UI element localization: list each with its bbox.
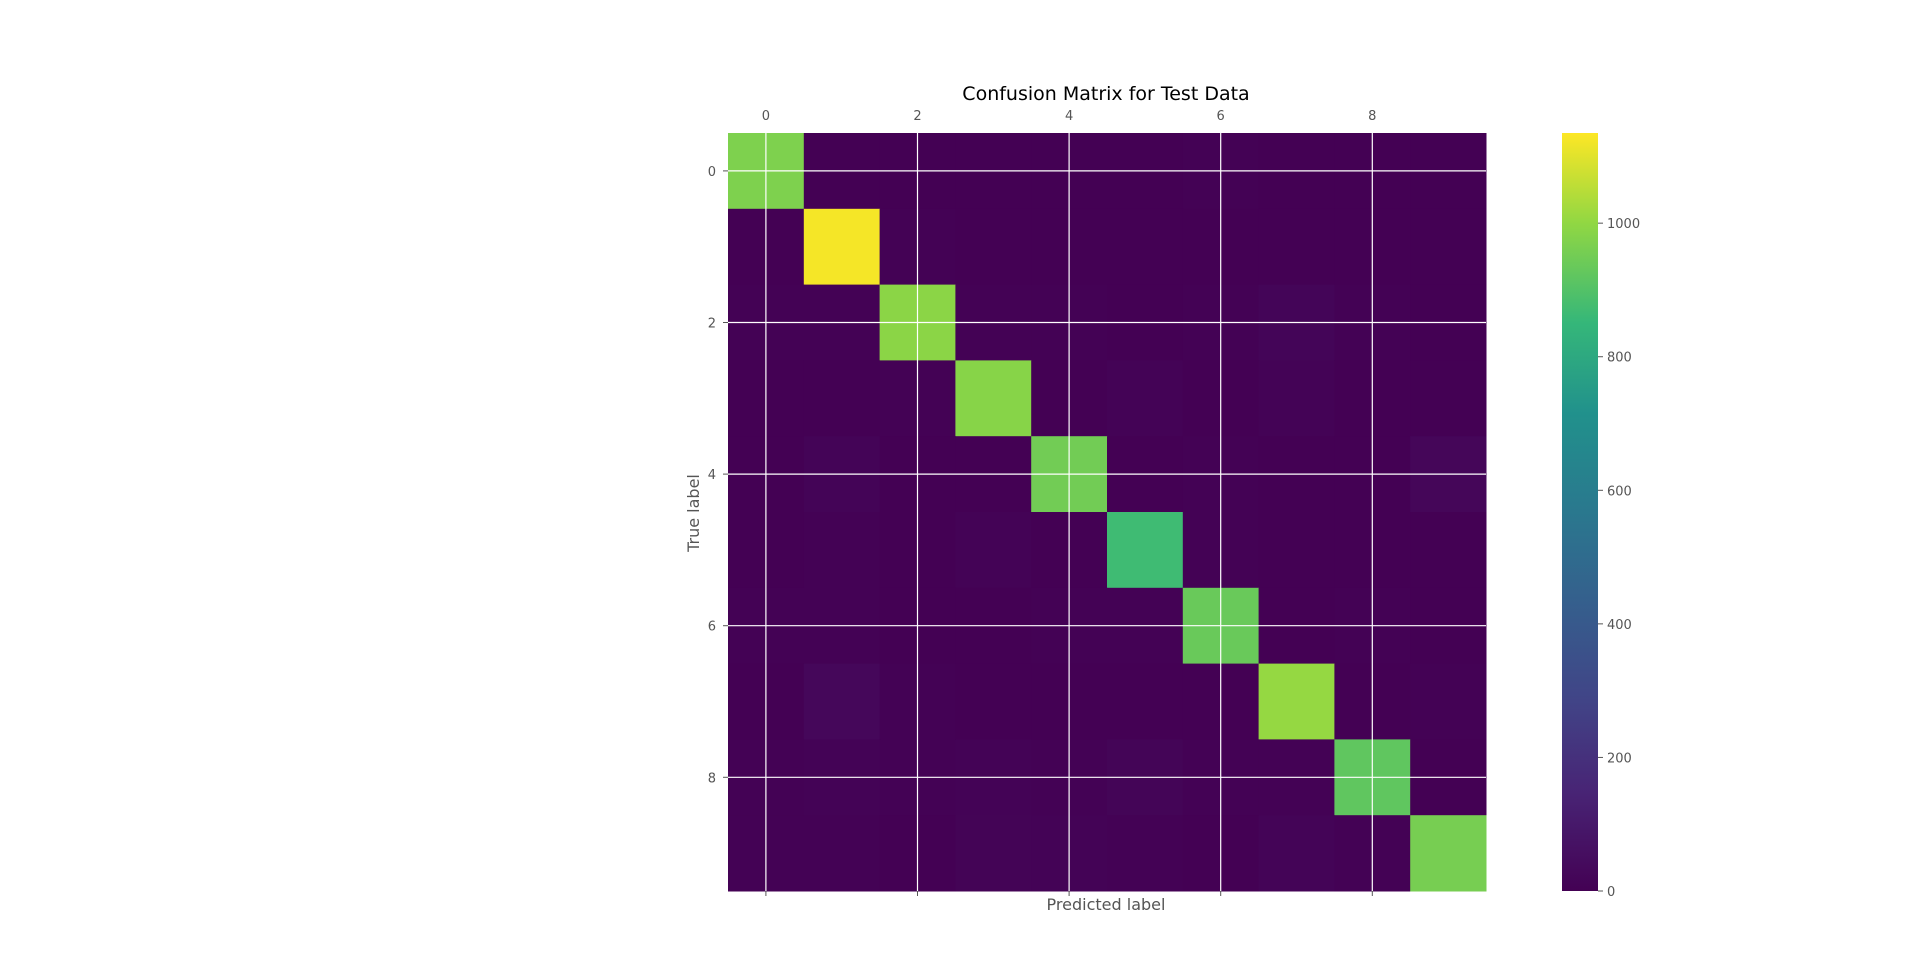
y-tick-label: 4 bbox=[708, 468, 716, 483]
x-axis-label: Predicted label bbox=[1047, 895, 1166, 914]
heatmap-cell bbox=[955, 360, 1032, 437]
heatmap-cell bbox=[1410, 512, 1487, 589]
heatmap-cell bbox=[1107, 663, 1184, 740]
heatmap-cell bbox=[955, 815, 1032, 892]
y-axis-label: True label bbox=[684, 474, 703, 553]
heatmap-cell bbox=[803, 663, 881, 740]
heatmap-cell bbox=[1107, 512, 1184, 589]
x-tick-label: 6 bbox=[1217, 109, 1225, 124]
heatmap-cell bbox=[1410, 208, 1487, 286]
heatmap-cell bbox=[803, 208, 881, 286]
heatmap-cell bbox=[1258, 512, 1335, 589]
colorbar-tick-label: 400 bbox=[1607, 618, 1632, 633]
colorbar-ticks: 0 200 400 600 800 1000 bbox=[1598, 217, 1640, 900]
heatmap-cell bbox=[1107, 360, 1184, 437]
y-tick-label: 8 bbox=[708, 771, 716, 786]
heatmap-cell bbox=[1410, 815, 1487, 892]
y-tick-label: 6 bbox=[708, 620, 716, 635]
heatmap-cell bbox=[803, 360, 881, 437]
colorbar-tick-label: 1000 bbox=[1607, 217, 1640, 232]
heatmap-cell bbox=[1258, 360, 1335, 437]
heatmap-cell bbox=[1258, 815, 1335, 892]
x-axis-ticks: 0 2 4 6 8 bbox=[762, 109, 1376, 896]
y-tick-label: 0 bbox=[708, 165, 716, 180]
heatmap-cell bbox=[955, 512, 1032, 589]
heatmap-cell bbox=[1410, 663, 1487, 740]
heatmap-cell bbox=[1410, 360, 1487, 437]
y-axis-ticks: 0 2 4 6 8 bbox=[708, 165, 728, 786]
heatmap-cell bbox=[803, 815, 881, 892]
chart-title: Confusion Matrix for Test Data bbox=[962, 83, 1249, 105]
heatmap-cell bbox=[1107, 815, 1184, 892]
x-tick-label: 4 bbox=[1065, 109, 1073, 124]
x-tick-label: 8 bbox=[1368, 109, 1376, 124]
x-tick-label: 2 bbox=[913, 109, 921, 124]
colorbar-tick-label: 0 bbox=[1607, 885, 1615, 900]
x-tick-label: 0 bbox=[762, 109, 770, 124]
y-tick-label: 2 bbox=[708, 317, 716, 332]
colorbar-tick-label: 200 bbox=[1607, 751, 1632, 766]
heatmap-cell bbox=[1258, 208, 1335, 286]
heatmap-cell bbox=[803, 512, 881, 589]
heatmap-cell bbox=[1258, 663, 1335, 740]
heatmap-cell bbox=[1107, 208, 1184, 286]
heatmap-cell bbox=[955, 208, 1032, 286]
colorbar-tick-label: 800 bbox=[1607, 351, 1632, 366]
colorbar bbox=[1562, 133, 1598, 891]
colorbar-tick-label: 600 bbox=[1607, 484, 1632, 499]
heatmap-gridlines bbox=[728, 133, 1486, 891]
heatmap-cell bbox=[955, 663, 1032, 740]
